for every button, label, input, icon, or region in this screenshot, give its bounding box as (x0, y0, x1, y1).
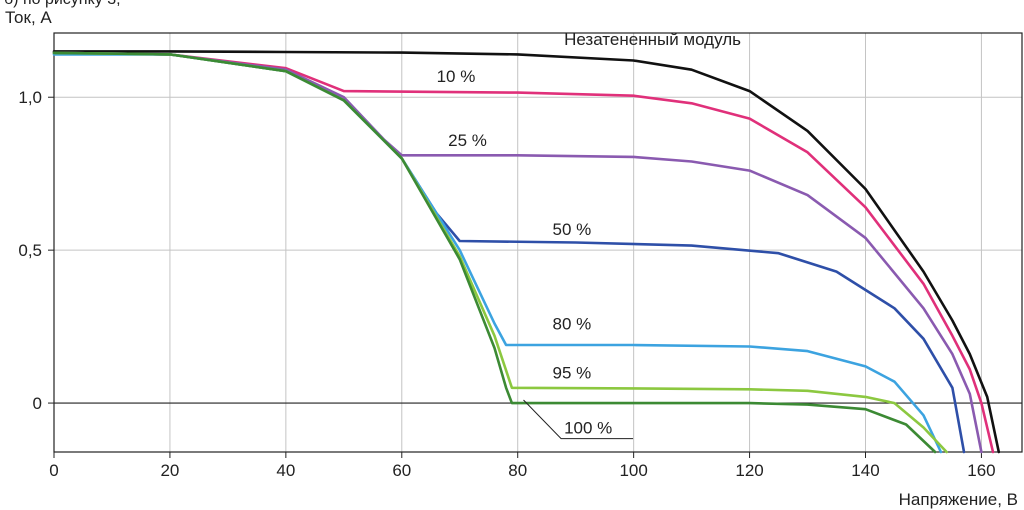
plot-frame (53, 32, 1023, 453)
series-line (52, 51, 995, 454)
x-tick-label: 140 (851, 461, 879, 480)
series-label: 50 % (552, 220, 591, 239)
series-label: 80 % (552, 315, 591, 334)
x-tick-label: 0 (49, 461, 58, 480)
series-label: 95 % (552, 364, 591, 383)
grid-lines (54, 33, 1022, 452)
x-tick-label: 60 (392, 461, 411, 480)
x-axis-label: Напряжение, В (899, 490, 1018, 509)
series-labels: Незатененный модуль 10 % 25 % 50 % 80 % 95 % 1… (437, 30, 741, 440)
series-label: 100 % (564, 419, 612, 438)
figure-caption-fragment: б) по рисунку 3, (4, 0, 121, 9)
label-leader-line (523, 399, 634, 440)
series-line (52, 51, 948, 454)
series-lines (52, 50, 1001, 454)
x-tick-label: 160 (967, 461, 995, 480)
x-tick-label: 80 (508, 461, 527, 480)
y-tick-label: 1,0 (18, 88, 42, 107)
y-tick-label: 0 (33, 394, 42, 413)
series-line (52, 51, 937, 454)
series-label: Незатененный модуль (564, 30, 741, 49)
series-label: 10 % (437, 67, 476, 86)
x-tick-label: 120 (735, 461, 763, 480)
series-line (52, 50, 1001, 454)
series-line (52, 51, 983, 454)
y-tick-label: 0,5 (18, 241, 42, 260)
x-tick-label: 40 (276, 461, 295, 480)
series-label: 25 % (448, 131, 487, 150)
x-tick-label: 100 (619, 461, 647, 480)
x-tick-label: 20 (160, 461, 179, 480)
y-axis-label: Ток, А (5, 8, 52, 27)
axes: 0 20 40 60 80 100 120 140 160 0 0,5 1,0 (18, 32, 1023, 480)
series-line (52, 53, 943, 454)
